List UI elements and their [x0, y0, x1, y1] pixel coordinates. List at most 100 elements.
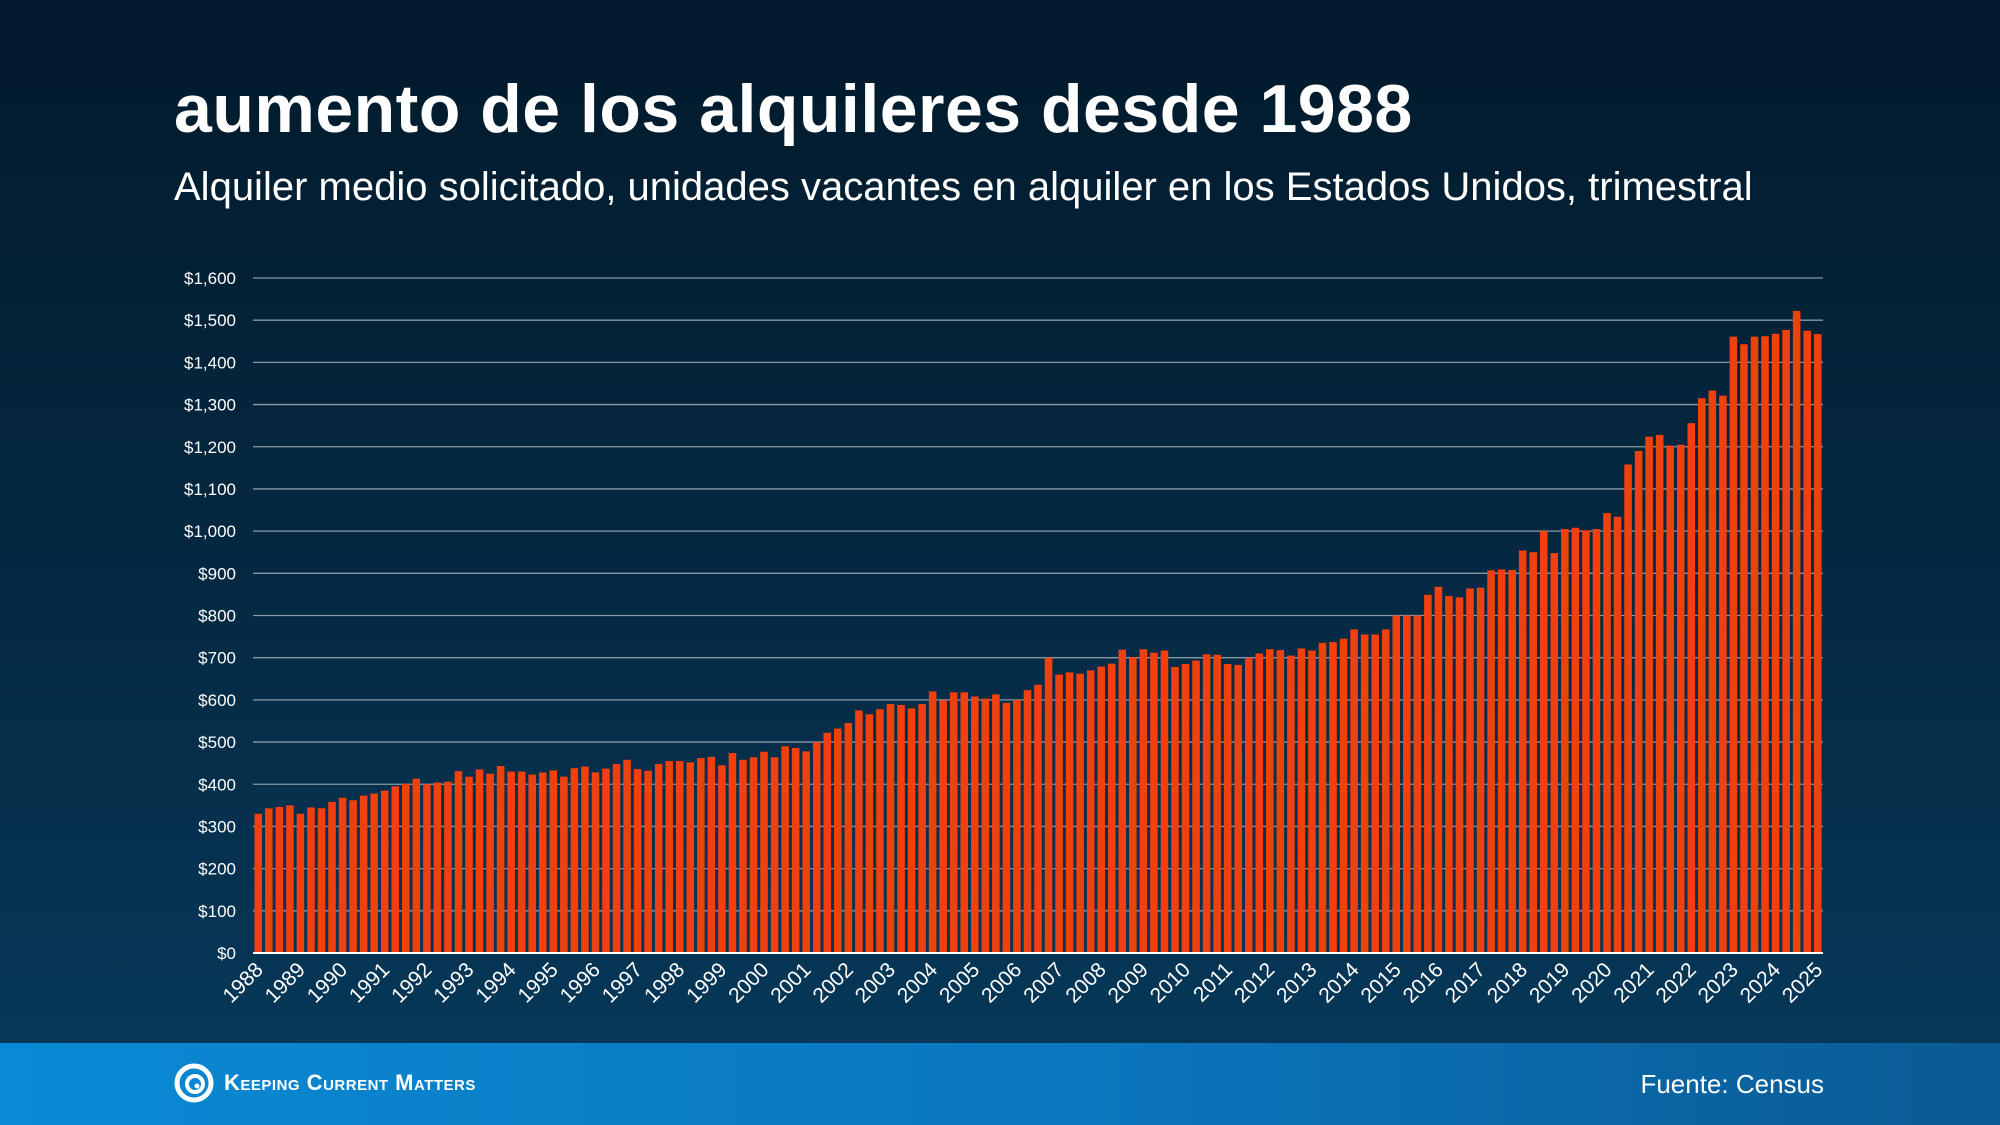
bar	[1055, 674, 1063, 953]
bar	[1698, 398, 1706, 954]
bar	[928, 691, 937, 953]
y-tick-label: $1,600	[184, 269, 236, 288]
bar	[1687, 423, 1696, 954]
bar	[654, 764, 663, 953]
brand-logo: Keeping Current Matters	[174, 1061, 476, 1105]
bar	[1213, 654, 1221, 953]
y-tick-label: $0	[217, 944, 236, 963]
bar	[970, 696, 979, 953]
x-tick-label: 2002	[809, 958, 858, 1007]
x-tick-label: 2009	[1104, 958, 1153, 1007]
bar	[1065, 672, 1074, 953]
bar	[1107, 663, 1116, 953]
bar	[1729, 336, 1738, 953]
bar	[1297, 648, 1306, 953]
bar	[1782, 329, 1790, 953]
bar	[1634, 450, 1643, 953]
bar	[1592, 529, 1601, 953]
bar	[349, 800, 357, 953]
y-tick-label: $1,300	[184, 396, 236, 415]
y-tick-label: $900	[198, 564, 236, 583]
x-tick-label: 2013	[1272, 958, 1321, 1007]
y-tick-label: $500	[198, 733, 236, 752]
bar	[770, 757, 779, 953]
bar	[581, 766, 589, 953]
bar	[1202, 654, 1211, 953]
bar	[612, 764, 621, 953]
bar	[307, 807, 315, 953]
bar	[886, 704, 895, 953]
bar	[665, 761, 673, 953]
bar	[1023, 690, 1032, 953]
x-tick-label: 1999	[682, 958, 731, 1007]
x-tick-label: 1994	[471, 958, 521, 1008]
bar	[633, 769, 642, 953]
bar	[981, 698, 990, 953]
x-tick-label: 2025	[1778, 958, 1827, 1007]
bar	[749, 757, 758, 953]
bar	[317, 808, 326, 953]
bar	[1613, 516, 1622, 953]
bar	[486, 773, 494, 953]
x-tick-label: 2012	[1230, 958, 1279, 1007]
bar	[517, 771, 526, 953]
y-tick-label: $1,100	[184, 480, 236, 499]
x-tick-label: 2021	[1609, 958, 1658, 1007]
x-tick-label: 2024	[1736, 958, 1786, 1008]
bar	[1582, 530, 1590, 953]
bar	[1381, 629, 1390, 953]
bar	[1223, 664, 1232, 953]
bar	[623, 759, 631, 953]
bar	[1403, 615, 1411, 953]
bar	[454, 771, 463, 953]
bar	[718, 765, 726, 953]
y-tick-label: $400	[198, 775, 236, 794]
bar	[1803, 330, 1811, 954]
bar	[560, 776, 568, 953]
bar	[591, 772, 600, 953]
x-tick-label: 1992	[387, 958, 436, 1007]
bar	[528, 774, 537, 953]
bar	[433, 782, 442, 953]
x-tick-label: 2019	[1525, 958, 1574, 1007]
bar	[549, 770, 558, 953]
bar	[275, 807, 284, 953]
bar	[686, 762, 695, 953]
bar	[760, 751, 768, 953]
bar	[1234, 664, 1242, 953]
bar	[1719, 395, 1727, 953]
bar	[739, 759, 747, 953]
bar	[1624, 464, 1632, 953]
bar	[1392, 615, 1401, 953]
bar	[1276, 650, 1285, 953]
bar	[1487, 570, 1495, 953]
bar	[370, 793, 378, 953]
bar	[296, 813, 305, 953]
bar	[359, 795, 368, 953]
bar	[1466, 588, 1474, 953]
y-tick-label: $100	[198, 902, 236, 921]
y-tick-label: $1,500	[184, 311, 236, 330]
bar	[1129, 657, 1137, 953]
bar	[834, 728, 842, 953]
bar	[1139, 649, 1148, 953]
bar	[1761, 336, 1769, 954]
bar	[1171, 666, 1179, 953]
x-tick-label: 2008	[1061, 958, 1110, 1007]
bar	[391, 786, 400, 953]
bar	[897, 704, 905, 953]
x-tick-label: 2003	[851, 958, 900, 1007]
x-tick-label: 2018	[1483, 958, 1532, 1007]
bar	[507, 771, 515, 953]
bar	[707, 756, 716, 953]
chart-title: aumento de los alquileres desde 1988	[174, 71, 1413, 147]
chart-subtitle: Alquiler medio solicitado, unidades vaca…	[174, 165, 1753, 209]
bar	[855, 710, 863, 953]
bar	[1034, 684, 1042, 953]
bar	[823, 732, 832, 953]
bar	[423, 784, 431, 953]
bar	[254, 813, 263, 953]
x-tick-label: 2000	[724, 958, 773, 1007]
bar	[992, 694, 1000, 953]
bar	[1603, 512, 1611, 953]
